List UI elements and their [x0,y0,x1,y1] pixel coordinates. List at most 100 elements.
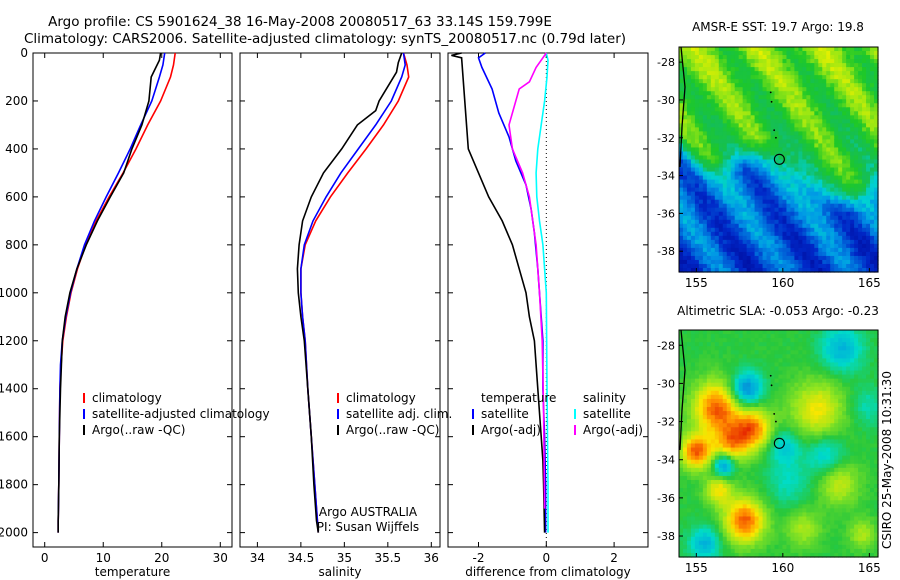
map-cell [814,467,819,473]
map-cell [694,179,700,185]
map-cell [750,423,756,428]
map-cell [778,419,784,424]
map-cell [758,548,764,554]
map-cell [758,463,764,469]
map-cell [698,243,704,249]
map-cell [782,540,788,546]
map-cell [850,67,855,72]
map-cell [750,536,756,542]
map-cell [782,447,788,453]
map-cell [682,338,688,343]
map-cell [798,342,803,347]
map-cell [818,159,823,165]
map-cell [766,99,772,104]
map-cell [786,492,792,497]
map-cell [766,386,772,392]
map-cell [810,512,815,518]
map-cell [766,103,772,108]
map-cell [782,123,788,128]
map-cell [766,520,772,526]
map-cell [714,267,720,273]
map-cell [679,447,684,453]
map-cell [874,195,879,201]
map-cell [774,500,780,505]
map-cell [822,99,827,104]
map-cell [730,544,736,550]
map-cell [770,247,776,253]
map-cell [698,528,704,534]
map-cell [706,378,712,384]
map-cell [778,191,784,197]
map-cell [702,479,708,485]
map-cell [786,504,792,509]
map-cell [714,175,720,181]
map-cell [762,95,768,100]
map-cell [818,386,823,392]
map-cell [766,79,772,84]
map-cell [679,231,684,237]
map-cell [754,394,760,400]
map-cell [726,143,732,149]
map-cell [738,211,744,217]
map-cell [722,496,728,501]
map-cell [679,390,684,396]
map-cell [750,115,756,120]
map-cell [710,47,716,52]
map-cell [866,191,871,197]
map-cell [842,95,847,100]
map-cell [722,55,728,60]
map-cell [726,459,732,465]
map-cell [830,139,835,145]
map-cell [810,398,815,404]
map-cell [842,159,847,165]
map-cell [679,219,684,225]
map-cell [818,334,823,339]
map-cell [706,107,712,112]
map-cell [722,179,728,185]
map-cell [710,111,716,116]
map-cell [862,123,867,128]
map-cell [702,407,708,412]
map-cell [702,175,708,181]
map-cell [686,151,692,157]
map-cell [679,471,684,477]
map-cell [826,195,831,201]
map-cell [830,239,835,245]
map-cell [714,459,720,465]
map-cell [834,239,839,245]
map-cell [874,51,879,56]
map-cell [718,215,724,221]
map-cell [766,463,772,469]
map-cell [770,386,776,392]
map-cell [822,223,827,229]
map-cell [802,463,807,469]
map-cell [782,439,788,445]
y-tick-label: 800 [5,238,28,252]
map-cell [698,390,704,396]
map-cell [818,346,823,351]
map-cell [830,59,835,64]
map-cell [814,115,819,120]
map-cell [702,552,708,558]
map-cell [806,107,811,112]
map-cell [806,484,811,489]
map-cell [790,99,796,104]
map-cell [854,63,859,68]
map-cell [786,411,792,416]
map-cell [790,71,796,76]
y-tick-label: 1000 [0,286,28,300]
map-cell [722,463,728,469]
map-cell [742,111,748,116]
map-cell [798,402,803,408]
map-cell [702,187,708,193]
map-cell [794,540,799,546]
map-cell [694,431,700,436]
map-cell [750,99,756,104]
map-cell [722,183,728,189]
map-cell [734,346,740,351]
map-cell [738,107,744,112]
map-cell [798,135,803,141]
map-cell [714,211,720,217]
map-cell [830,231,835,237]
map-cell [734,191,740,197]
